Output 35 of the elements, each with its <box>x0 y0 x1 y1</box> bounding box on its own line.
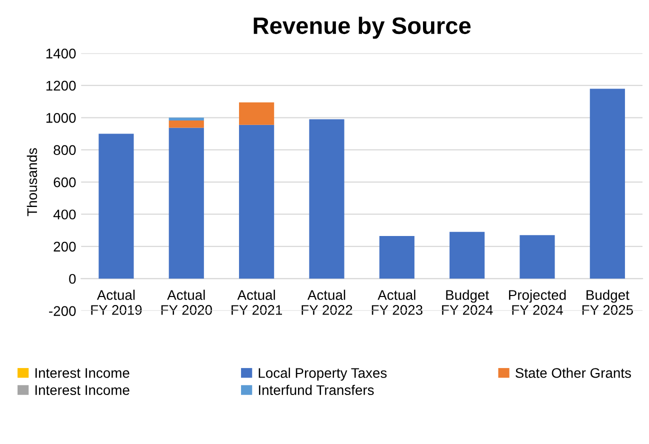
y-tick-label: 400 <box>53 210 76 220</box>
bar <box>239 102 274 125</box>
legend-label: Interfund Transfers <box>258 384 374 396</box>
bar <box>168 118 204 121</box>
y-tick-label: 200 <box>54 242 76 252</box>
x-tick-label: Actual FY 2021 <box>232 290 282 315</box>
y-tick-label: 0 <box>69 274 76 284</box>
y-tick-label: 1000 <box>46 112 76 123</box>
y-tick-label: 1200 <box>46 80 76 91</box>
bar <box>520 235 555 279</box>
legend-label: Interest Income <box>35 368 130 378</box>
bar <box>168 128 204 279</box>
x-tick-label: Actual FY 2023 <box>372 290 422 315</box>
y-tick-label: 1400 <box>46 48 76 58</box>
x-tick-label: Actual FY 2020 <box>161 290 212 315</box>
x-tick-label: Budget FY 2024 <box>442 290 493 315</box>
x-tick-label: Budget FY 2025 <box>582 290 633 315</box>
legend-label: Interest Income <box>35 385 130 396</box>
y-axis-title: Thousands <box>26 148 38 216</box>
legend-label: Local Property Taxes <box>258 368 387 381</box>
bar <box>309 119 344 279</box>
bar <box>239 124 274 279</box>
y-tick-label: 600 <box>54 177 76 188</box>
bar <box>450 232 485 279</box>
bar <box>379 236 414 279</box>
x-tick-label: Actual FY 2022 <box>302 290 352 315</box>
y-tick-label: 800 <box>54 145 76 156</box>
x-tick-label: Actual FY 2019 <box>91 290 142 315</box>
chart-title: Revenue by Source <box>254 16 471 39</box>
bar <box>590 88 625 279</box>
y-tick-label: -200 <box>49 306 76 316</box>
x-tick-label: Projected FY 2024 <box>509 290 566 315</box>
bar <box>168 120 204 128</box>
legend-label: State Other Grants <box>516 368 631 378</box>
bar <box>98 134 134 279</box>
